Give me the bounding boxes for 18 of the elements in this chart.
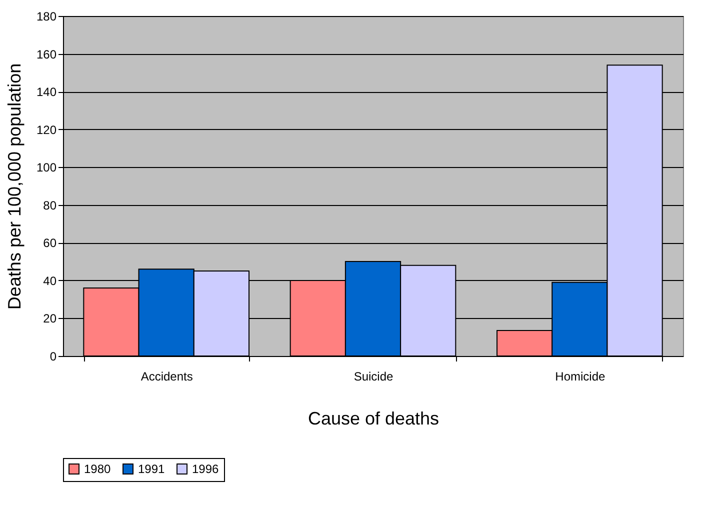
x-axis-title: Cause of deaths: [308, 408, 440, 428]
y-tick-label: 120: [36, 122, 57, 137]
x-tick-label: Homicide: [555, 370, 606, 384]
legend-label: 1980: [84, 462, 112, 476]
y-tick-label: 0: [50, 350, 57, 364]
y-tick-label: 60: [43, 236, 57, 250]
y-tick-label: 80: [43, 198, 57, 212]
y-tick-label: 40: [43, 274, 57, 288]
legend-label: 1991: [138, 462, 166, 476]
legend-label: 1996: [192, 462, 220, 476]
y-tick-label: 160: [36, 47, 57, 62]
y-tick-label: 180: [36, 10, 57, 24]
y-axis-title: Deaths per 100,000 population: [4, 63, 24, 310]
x-tick-label: Suicide: [354, 370, 394, 384]
y-tick-label: 20: [43, 312, 57, 326]
y-tick-label: 140: [36, 85, 57, 100]
y-tick-label: 100: [36, 160, 57, 175]
x-tick-label: Accidents: [140, 370, 193, 384]
